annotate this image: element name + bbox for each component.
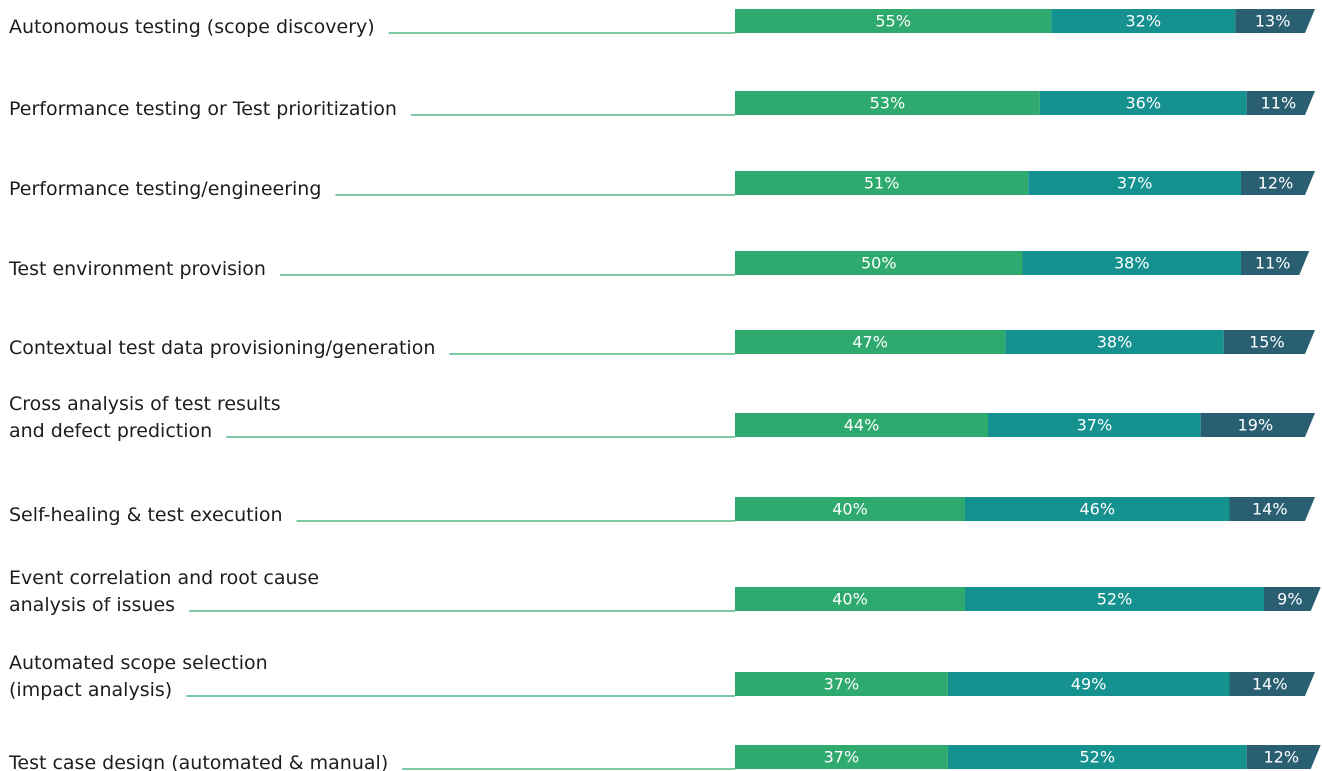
category-label: Cross analysis of test results and defec… [9, 391, 281, 445]
bar-segment [1229, 497, 1315, 521]
value-label: 49% [1071, 675, 1107, 694]
value-label: 13% [1255, 12, 1291, 31]
bar-segment [1241, 171, 1315, 195]
bar-segment [1022, 251, 1241, 275]
value-label: 14% [1252, 500, 1288, 519]
bar-segment [1223, 330, 1315, 354]
value-label: 12% [1258, 174, 1294, 193]
value-label: 52% [1079, 748, 1115, 767]
bar-segment [1246, 745, 1321, 769]
bar-segment [735, 91, 1040, 115]
value-label: 36% [1125, 94, 1161, 113]
bar-segment [735, 251, 1023, 275]
bar-segment [735, 171, 1029, 195]
bar-segment [735, 672, 948, 696]
bar-segment [1028, 171, 1241, 195]
category-text: Test case design (automated & manual) [9, 752, 389, 771]
value-label: 14% [1252, 675, 1288, 694]
bar-segment [1229, 672, 1315, 696]
bar-segment [1005, 330, 1224, 354]
value-label: 15% [1249, 333, 1285, 352]
bar-segment [1264, 587, 1321, 611]
category-text: Event correlation and root cause analysi… [9, 567, 320, 616]
value-label: 11% [1255, 254, 1291, 273]
value-label: 51% [864, 174, 900, 193]
category-text: Contextual test data provisioning/genera… [9, 337, 436, 359]
bar-segment [735, 497, 965, 521]
value-label: 37% [824, 748, 860, 767]
bar-segment [965, 497, 1230, 521]
bar-segment [1235, 9, 1315, 33]
category-text: Self-healing & test execution [9, 504, 283, 526]
value-label: 53% [870, 94, 906, 113]
value-label: 44% [844, 416, 880, 435]
category-text: Cross analysis of test results and defec… [9, 393, 281, 442]
bar-segment [1051, 9, 1236, 33]
value-label: 19% [1238, 416, 1274, 435]
bar-segment [947, 672, 1230, 696]
category-label: Contextual test data provisioning/genera… [9, 335, 435, 362]
bar-segment [735, 330, 1006, 354]
value-label: 12% [1263, 748, 1299, 767]
bar-segment [1246, 91, 1315, 115]
bar-segment [965, 587, 1264, 611]
value-label: 47% [852, 333, 888, 352]
value-label: 38% [1114, 254, 1150, 273]
value-label: 52% [1097, 590, 1133, 609]
category-text: Automated scope selection (impact analys… [9, 652, 268, 701]
category-label: Event correlation and root cause analysi… [9, 565, 319, 619]
value-label: 37% [824, 675, 860, 694]
bar-segment [1200, 413, 1315, 437]
bar-segment [735, 745, 948, 769]
bar-segment [1241, 251, 1310, 275]
bar-segment [947, 745, 1247, 769]
bar-segment [735, 587, 965, 611]
value-label: 9% [1277, 590, 1302, 609]
category-label: Performance testing or Test prioritizati… [9, 96, 397, 123]
value-label: 40% [832, 500, 868, 519]
category-label: Performance testing/engineering [9, 176, 321, 203]
value-label: 37% [1117, 174, 1153, 193]
category-label: Autonomous testing (scope discovery) [9, 14, 375, 41]
value-label: 40% [832, 590, 868, 609]
category-text: Test environment provision [9, 258, 266, 280]
bar-segment [735, 9, 1052, 33]
category-label: Test environment provision [9, 256, 266, 283]
bar-segment [735, 413, 988, 437]
value-label: 46% [1079, 500, 1115, 519]
bar-segment [988, 413, 1201, 437]
value-label: 38% [1097, 333, 1133, 352]
value-label: 37% [1077, 416, 1113, 435]
value-label: 55% [875, 12, 911, 31]
category-text: Performance testing or Test prioritizati… [9, 98, 397, 120]
category-label: Self-healing & test execution [9, 502, 283, 529]
category-label: Test case design (automated & manual) [9, 750, 388, 771]
bar-segment [1039, 91, 1247, 115]
category-text: Performance testing/engineering [9, 178, 322, 200]
value-label: 50% [861, 254, 897, 273]
value-label: 11% [1261, 94, 1297, 113]
category-label: Automated scope selection (impact analys… [9, 650, 268, 704]
category-text: Autonomous testing (scope discovery) [9, 16, 375, 38]
value-label: 32% [1125, 12, 1161, 31]
